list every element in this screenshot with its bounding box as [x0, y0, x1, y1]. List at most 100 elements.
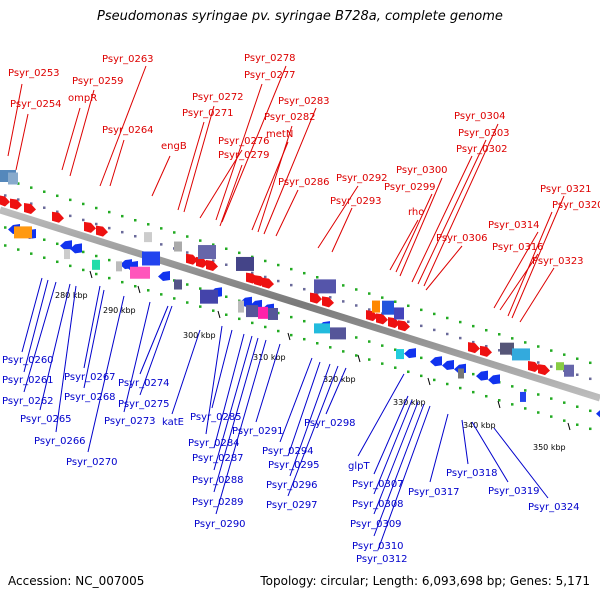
accession-text: Accession: NC_007005: [8, 574, 145, 588]
gene-box: [258, 306, 268, 319]
genome-backbone: [0, 206, 600, 402]
reverse-gene-arrow: [442, 359, 454, 370]
scale-tick-mark: [567, 422, 571, 431]
gene-box: [396, 349, 404, 360]
gene-box: [14, 226, 32, 239]
gene-box: [174, 279, 182, 290]
gene-label-top: Psyr_0259: [72, 76, 124, 87]
track-dot: [381, 296, 384, 299]
top-label-leader: [499, 253, 539, 311]
track-dot: [108, 226, 111, 230]
top-label-leader: [519, 267, 555, 323]
gene-label-bottom: Psyr_0262: [2, 396, 54, 407]
gene-label-bottom: Psyr_0289: [192, 497, 244, 508]
forward-gene-arrow: [84, 221, 96, 233]
top-label-leader: [507, 211, 553, 317]
track-dot: [43, 206, 46, 209]
gene-label-top: engB: [161, 141, 187, 152]
bottom-label-leader: [23, 279, 49, 373]
track-dot: [446, 382, 449, 386]
top-label-leader: [7, 83, 23, 157]
track-dot: [238, 317, 241, 321]
gene-box: [198, 245, 216, 260]
track-dot: [524, 389, 527, 392]
gene-label-bottom: Psyr_0273: [104, 416, 156, 427]
gene-box: [236, 256, 254, 271]
gene-box: [382, 300, 394, 315]
bottom-label-leader: [373, 403, 425, 537]
track-dot: [394, 366, 397, 369]
track-dot: [498, 333, 501, 336]
gene-box: [130, 266, 150, 279]
bottom-label-leader: [373, 395, 409, 475]
track-dot: [95, 206, 98, 210]
track-dot: [56, 210, 59, 214]
forward-gene-arrow: [310, 292, 322, 304]
forward-gene-arrow: [468, 342, 480, 354]
scale-tick-label: 330 kbp: [393, 398, 426, 407]
track-dot: [511, 337, 514, 340]
track-dot: [212, 243, 215, 246]
bottom-label-leader: [21, 277, 43, 353]
track-dot: [121, 280, 124, 284]
track-dot: [56, 242, 59, 246]
track-dot: [342, 300, 345, 303]
top-label-leader: [177, 121, 205, 211]
bottom-label-leader: [211, 329, 233, 409]
track-dot: [420, 356, 423, 360]
track-dot: [342, 350, 345, 353]
forward-gene-arrow: [196, 256, 208, 268]
track-dot: [303, 271, 306, 275]
track-dot: [550, 349, 553, 352]
gene-label-top: Psyr_0272: [192, 92, 244, 103]
track-dot: [30, 186, 33, 189]
top-label-leader: [493, 231, 539, 309]
gene-label-top: Psyr_0320: [552, 200, 600, 211]
track-dot: [485, 344, 488, 348]
track-dot: [17, 248, 20, 251]
track-dot: [82, 202, 85, 206]
gene-label-bottom: Psyr_0297: [266, 500, 318, 511]
track-dot: [407, 320, 410, 324]
track-dot: [264, 275, 267, 279]
top-label-leader: [275, 189, 299, 237]
top-label-leader: [15, 113, 29, 171]
top-label-leader: [263, 107, 317, 235]
track-dot: [43, 238, 46, 241]
track-dot: [472, 324, 475, 328]
gene-label-top: Psyr_0321: [540, 184, 592, 195]
top-label-leader: [109, 139, 125, 187]
track-dot: [212, 259, 215, 262]
track-dot: [199, 239, 202, 242]
gene-label-bottom: Psyr_0317: [408, 487, 460, 498]
track-dot: [134, 218, 137, 222]
track-dot: [511, 385, 514, 388]
track-dot: [173, 297, 176, 300]
track-dot: [277, 311, 280, 315]
bottom-label-leader: [213, 335, 253, 471]
track-dot: [511, 403, 514, 406]
track-dot: [69, 214, 72, 218]
track-dot: [186, 251, 189, 254]
gene-label-bottom: Psyr_0265: [20, 414, 72, 425]
scale-tick-mark: [217, 310, 221, 319]
gene-label-bottom: Psyr_0266: [34, 436, 86, 447]
top-label-leader: [317, 185, 359, 249]
bottom-label-leader: [23, 281, 57, 393]
bottom-label-leader: [471, 421, 509, 483]
track-dot: [238, 251, 241, 255]
track-dot: [186, 235, 189, 238]
reverse-gene-arrow: [158, 271, 170, 282]
track-dot: [394, 300, 397, 303]
gene-label-top: ompR: [68, 93, 97, 104]
track-dot: [186, 283, 189, 286]
forward-gene-arrow: [398, 320, 410, 332]
gene-label-top: Psyr_0316: [492, 242, 544, 253]
track-dot: [433, 328, 436, 332]
forward-gene-arrow: [366, 310, 378, 322]
gene-box: [500, 342, 514, 355]
bottom-label-leader: [55, 285, 77, 433]
track-dot: [550, 415, 553, 418]
bottom-label-leader: [205, 325, 223, 435]
